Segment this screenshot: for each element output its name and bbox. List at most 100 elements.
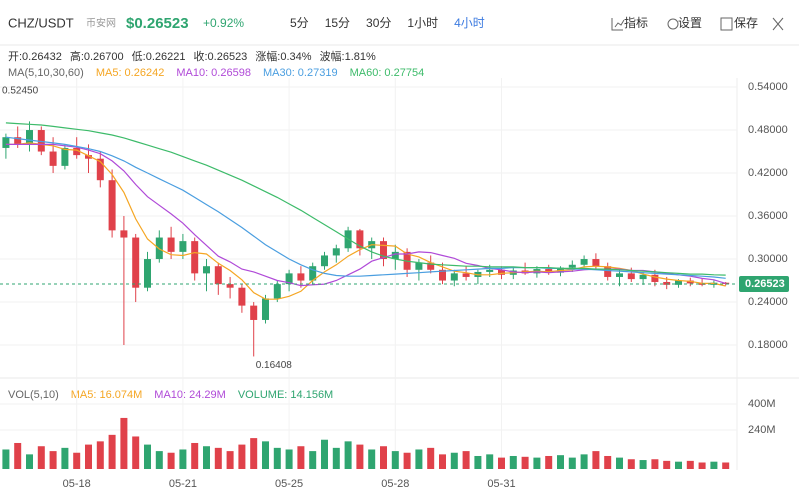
volume-bar bbox=[415, 449, 423, 469]
ma-info: MA60: 0.27754 bbox=[350, 67, 425, 79]
candle-body bbox=[203, 266, 210, 274]
tool-icons bbox=[611, 17, 784, 31]
candle-body bbox=[545, 269, 553, 273]
ohlc-info: 低:0.26221 bbox=[132, 50, 186, 63]
volume-bar bbox=[616, 457, 623, 469]
last-price-tag bbox=[739, 275, 789, 292]
settings-icon bbox=[667, 18, 679, 30]
volume-bar bbox=[214, 447, 222, 469]
min-label: 0.16408 bbox=[256, 360, 293, 371]
candle-body bbox=[686, 280, 694, 284]
tool-button[interactable]: 指标 bbox=[624, 15, 648, 30]
volume-bar bbox=[191, 442, 199, 469]
candle-body bbox=[580, 259, 588, 265]
volume-bar bbox=[462, 451, 470, 469]
candle-body bbox=[297, 273, 305, 281]
y-tick-label: 0.18000 bbox=[748, 339, 788, 351]
candle-body bbox=[73, 147, 81, 156]
interval-button[interactable]: 4小时 bbox=[454, 16, 485, 30]
volume-bar bbox=[14, 442, 22, 469]
close-icon[interactable] bbox=[772, 17, 784, 31]
interval-button[interactable]: 30分 bbox=[366, 16, 391, 30]
vol-info: VOL(5,10) bbox=[8, 389, 59, 401]
volume-bar bbox=[356, 444, 364, 469]
volume-bar bbox=[710, 461, 718, 469]
volume-bar bbox=[675, 461, 682, 469]
candle-body bbox=[321, 255, 328, 267]
candle-body bbox=[391, 251, 399, 260]
tool-button[interactable]: 设置 bbox=[678, 16, 702, 30]
volume-bar bbox=[403, 452, 411, 469]
candle-body bbox=[262, 298, 269, 320]
y-tick-label: 0.24000 bbox=[748, 296, 788, 308]
exchange: 币安网 bbox=[86, 17, 116, 30]
volume-bar bbox=[155, 451, 163, 469]
volume-bar bbox=[297, 446, 305, 469]
volume-bar bbox=[37, 446, 45, 469]
candle-body bbox=[214, 266, 222, 285]
candle-body bbox=[96, 158, 104, 181]
volume-bar bbox=[238, 444, 246, 469]
candle-body bbox=[250, 305, 258, 320]
volume-bar bbox=[533, 457, 541, 469]
volume-bar bbox=[521, 456, 529, 469]
volume-bar bbox=[722, 462, 730, 469]
candle-body bbox=[439, 269, 446, 281]
x-tick-label: 05-31 bbox=[487, 478, 515, 490]
ohlc-info: 高:0.26700 bbox=[70, 49, 124, 63]
x-tick-label: 05-21 bbox=[169, 478, 197, 490]
interval-button[interactable]: 1小时 bbox=[407, 16, 438, 30]
symbol: CHZ/USDT bbox=[8, 15, 74, 30]
volume-bar bbox=[450, 452, 458, 469]
volume-bar bbox=[61, 447, 69, 469]
candle-body bbox=[61, 147, 69, 166]
candle-body bbox=[356, 230, 364, 249]
volume-bar bbox=[391, 451, 399, 469]
volume-bar bbox=[203, 446, 210, 469]
volume-bar bbox=[26, 454, 33, 469]
vol-info: MA10: 24.29M bbox=[154, 389, 226, 401]
candle-body bbox=[380, 241, 387, 260]
vol-tick-label: 400M bbox=[748, 398, 776, 410]
candle-body bbox=[450, 273, 458, 281]
candle-body bbox=[285, 273, 293, 285]
save-icon bbox=[720, 17, 733, 31]
volume-bar bbox=[627, 459, 635, 469]
candle-body bbox=[191, 241, 199, 274]
volume-bar bbox=[2, 449, 10, 469]
tool-button[interactable]: 保存 bbox=[734, 16, 758, 30]
price: $0.26523 bbox=[126, 15, 189, 32]
candle-body bbox=[309, 266, 317, 281]
volume-bar bbox=[344, 441, 352, 469]
volume-bar bbox=[96, 441, 104, 469]
interval-button[interactable]: 5分 bbox=[290, 16, 309, 30]
volume-bar bbox=[580, 454, 588, 469]
volume-bar bbox=[85, 444, 92, 469]
ohlc-info: 波幅:1.81% bbox=[320, 50, 376, 63]
candle-body bbox=[144, 259, 151, 288]
volume-bar bbox=[179, 449, 187, 469]
vol-info: MA5: 16.074M bbox=[71, 389, 143, 401]
candle-body bbox=[498, 269, 505, 275]
candle-body bbox=[627, 273, 635, 280]
ma-info: MA(5,10,30,60) bbox=[8, 67, 84, 79]
candle-body bbox=[132, 237, 140, 288]
volume-bar bbox=[49, 451, 57, 469]
volume-bar bbox=[285, 449, 293, 469]
change: +0.92% bbox=[203, 16, 244, 30]
candle-body bbox=[486, 269, 494, 272]
candle-body bbox=[14, 137, 22, 145]
volume-bar bbox=[474, 455, 482, 469]
candle-body bbox=[568, 264, 576, 268]
max-label: 0.52450 bbox=[2, 86, 39, 97]
candle-body bbox=[2, 137, 10, 148]
volume-bar bbox=[226, 451, 234, 469]
volume-bar bbox=[427, 447, 435, 469]
ohlc-info: 涨幅:0.34% bbox=[255, 50, 311, 63]
volume-bar bbox=[568, 457, 576, 469]
candle-body bbox=[616, 273, 623, 277]
interval-button[interactable]: 15分 bbox=[325, 16, 350, 30]
volume-bar bbox=[498, 457, 505, 469]
ma-info: MA5: 0.26242 bbox=[96, 67, 165, 79]
